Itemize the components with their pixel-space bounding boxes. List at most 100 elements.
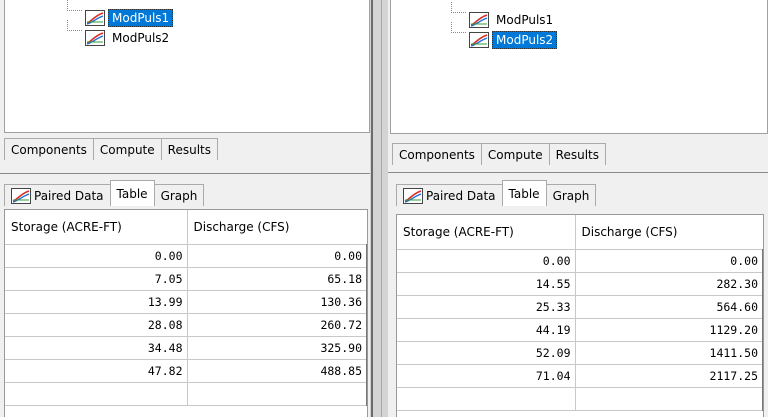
table-cell[interactable]: 7.05 (5, 267, 188, 291)
tab-components[interactable]: Components (392, 143, 482, 165)
tab-label: Compute (99, 142, 155, 157)
paired-data-curve-icon (85, 30, 105, 46)
top-tab-strip: Components Compute Results (392, 139, 606, 165)
table-row: 25.33 564.60 (397, 295, 763, 319)
column-header-storage[interactable]: Storage (ACRE-FT) (5, 210, 188, 245)
table-cell[interactable]: 0.00 (187, 244, 367, 268)
table-cell[interactable]: 34.48 (5, 336, 188, 360)
table-cell[interactable]: 0.00 (5, 244, 188, 268)
column-header-storage[interactable]: Storage (ACRE-FT) (397, 215, 576, 250)
table-row: 44.19 1129.20 (397, 318, 763, 342)
table-cell[interactable]: 14.55 (397, 272, 576, 296)
table-cell[interactable]: 1129.20 (575, 318, 763, 342)
tab-table[interactable]: Table (501, 180, 547, 206)
table-cell[interactable] (187, 382, 367, 406)
tab-graph[interactable]: Graph (153, 184, 205, 206)
tab-label: Components (11, 142, 87, 157)
table-cell[interactable]: 25.33 (397, 295, 576, 319)
table-cell[interactable]: 0.00 (575, 249, 763, 273)
table-row: 0.00 0.00 (5, 244, 367, 268)
tab-label: Table (116, 186, 148, 201)
table-row: 7.05 65.18 (5, 267, 367, 291)
tab-components[interactable]: Components (4, 138, 94, 160)
paired-data-curve-icon (469, 12, 489, 28)
tree-connector (67, 20, 82, 31)
table-cell[interactable] (5, 382, 188, 406)
table-row: 52.09 1411.50 (397, 341, 763, 365)
table-row (397, 387, 763, 411)
table-cell[interactable]: 44.19 (397, 318, 576, 342)
tree-item-label[interactable]: ModPuls2 (492, 31, 558, 49)
column-header-discharge[interactable]: Discharge (CFS) (187, 210, 367, 245)
table-cell[interactable] (575, 387, 763, 411)
component-tree: ModPuls1 ModPuls2 (390, 0, 768, 134)
table-cell[interactable]: 52.09 (397, 341, 576, 365)
table-cell[interactable]: 325.90 (187, 336, 367, 360)
table-cell[interactable]: 47.82 (5, 359, 188, 383)
tab-label: Graph (160, 188, 198, 203)
table-cell[interactable]: 282.30 (575, 272, 763, 296)
table-row: 28.08 260.72 (5, 313, 367, 337)
tree-item-modpuls1[interactable]: ModPuls1 (469, 10, 557, 30)
tree-item-label[interactable]: ModPuls1 (496, 13, 554, 27)
table-row: 47.82 488.85 (5, 359, 367, 383)
paired-data-table: Storage (ACRE-FT) Discharge (CFS) 0.00 0.… (4, 209, 368, 417)
tree-item-modpuls2[interactable]: ModPuls2 (469, 30, 558, 50)
table-cell[interactable]: 0.00 (397, 249, 576, 273)
table-cell[interactable]: 130.36 (187, 290, 367, 314)
left-pane: ModPuls1 ModPuls2 Components Compute Res… (0, 0, 370, 417)
table-cell[interactable]: 28.08 (5, 313, 188, 337)
table-row: 34.48 325.90 (5, 336, 367, 360)
tab-table[interactable]: Table (109, 180, 155, 206)
panel-divider (388, 172, 768, 173)
table-cell[interactable]: 71.04 (397, 364, 576, 388)
paired-data-curve-icon (469, 32, 489, 48)
tab-label: Table (508, 186, 540, 201)
tab-results[interactable]: Results (160, 138, 218, 160)
table-cell[interactable]: 13.99 (5, 290, 188, 314)
table-cell[interactable]: 260.72 (187, 313, 367, 337)
column-header-discharge[interactable]: Discharge (CFS) (575, 215, 763, 250)
table-cell[interactable]: 488.85 (187, 359, 367, 383)
tab-paired-data[interactable]: Paired Data (396, 184, 503, 206)
sub-tab-strip: Paired Data Table Graph (396, 180, 597, 206)
sub-tab-strip: Paired Data Table Graph (4, 180, 205, 206)
tab-label: Graph (552, 188, 590, 203)
panel-divider (0, 173, 370, 174)
tab-label: Results (555, 147, 599, 162)
tab-label: Paired Data (34, 188, 104, 203)
table-cell[interactable]: 564.60 (575, 295, 763, 319)
table-row: 13.99 130.36 (5, 290, 367, 314)
tab-label: Results (167, 142, 211, 157)
component-tree: ModPuls1 ModPuls2 (4, 0, 370, 133)
tree-item-label[interactable]: ModPuls2 (112, 31, 170, 45)
tab-label: Components (399, 147, 475, 162)
top-tab-strip: Components Compute Results (4, 134, 218, 160)
tree-connector (451, 22, 466, 33)
tree-item-modpuls2[interactable]: ModPuls2 (85, 28, 173, 48)
tab-label: Compute (487, 147, 543, 162)
table-cell[interactable]: 2117.25 (575, 364, 763, 388)
table-cell[interactable]: 65.18 (187, 267, 367, 291)
table-header-row: Storage (ACRE-FT) Discharge (CFS) (397, 215, 763, 250)
paired-data-curve-icon (11, 188, 31, 204)
table-cell[interactable] (397, 387, 576, 411)
tab-paired-data[interactable]: Paired Data (4, 184, 111, 206)
tab-compute[interactable]: Compute (480, 143, 550, 165)
paired-data-curve-icon (85, 10, 105, 26)
table-row: 71.04 2117.25 (397, 364, 763, 388)
tree-connector (451, 2, 466, 13)
tree-item-label[interactable]: ModPuls1 (108, 9, 174, 27)
tab-results[interactable]: Results (548, 143, 606, 165)
table-cell[interactable]: 1411.50 (575, 341, 763, 365)
table-row: 14.55 282.30 (397, 272, 763, 296)
tab-compute[interactable]: Compute (92, 138, 162, 160)
tree-connector (67, 0, 82, 11)
table-header-row: Storage (ACRE-FT) Discharge (CFS) (5, 210, 367, 245)
tree-item-modpuls1[interactable]: ModPuls1 (85, 8, 174, 28)
pane-splitter[interactable] (370, 0, 388, 417)
paired-data-table: Storage (ACRE-FT) Discharge (CFS) 0.00 0.… (396, 214, 764, 417)
table-row: 0.00 0.00 (397, 249, 763, 273)
tab-graph[interactable]: Graph (545, 184, 597, 206)
table-row (5, 382, 367, 406)
